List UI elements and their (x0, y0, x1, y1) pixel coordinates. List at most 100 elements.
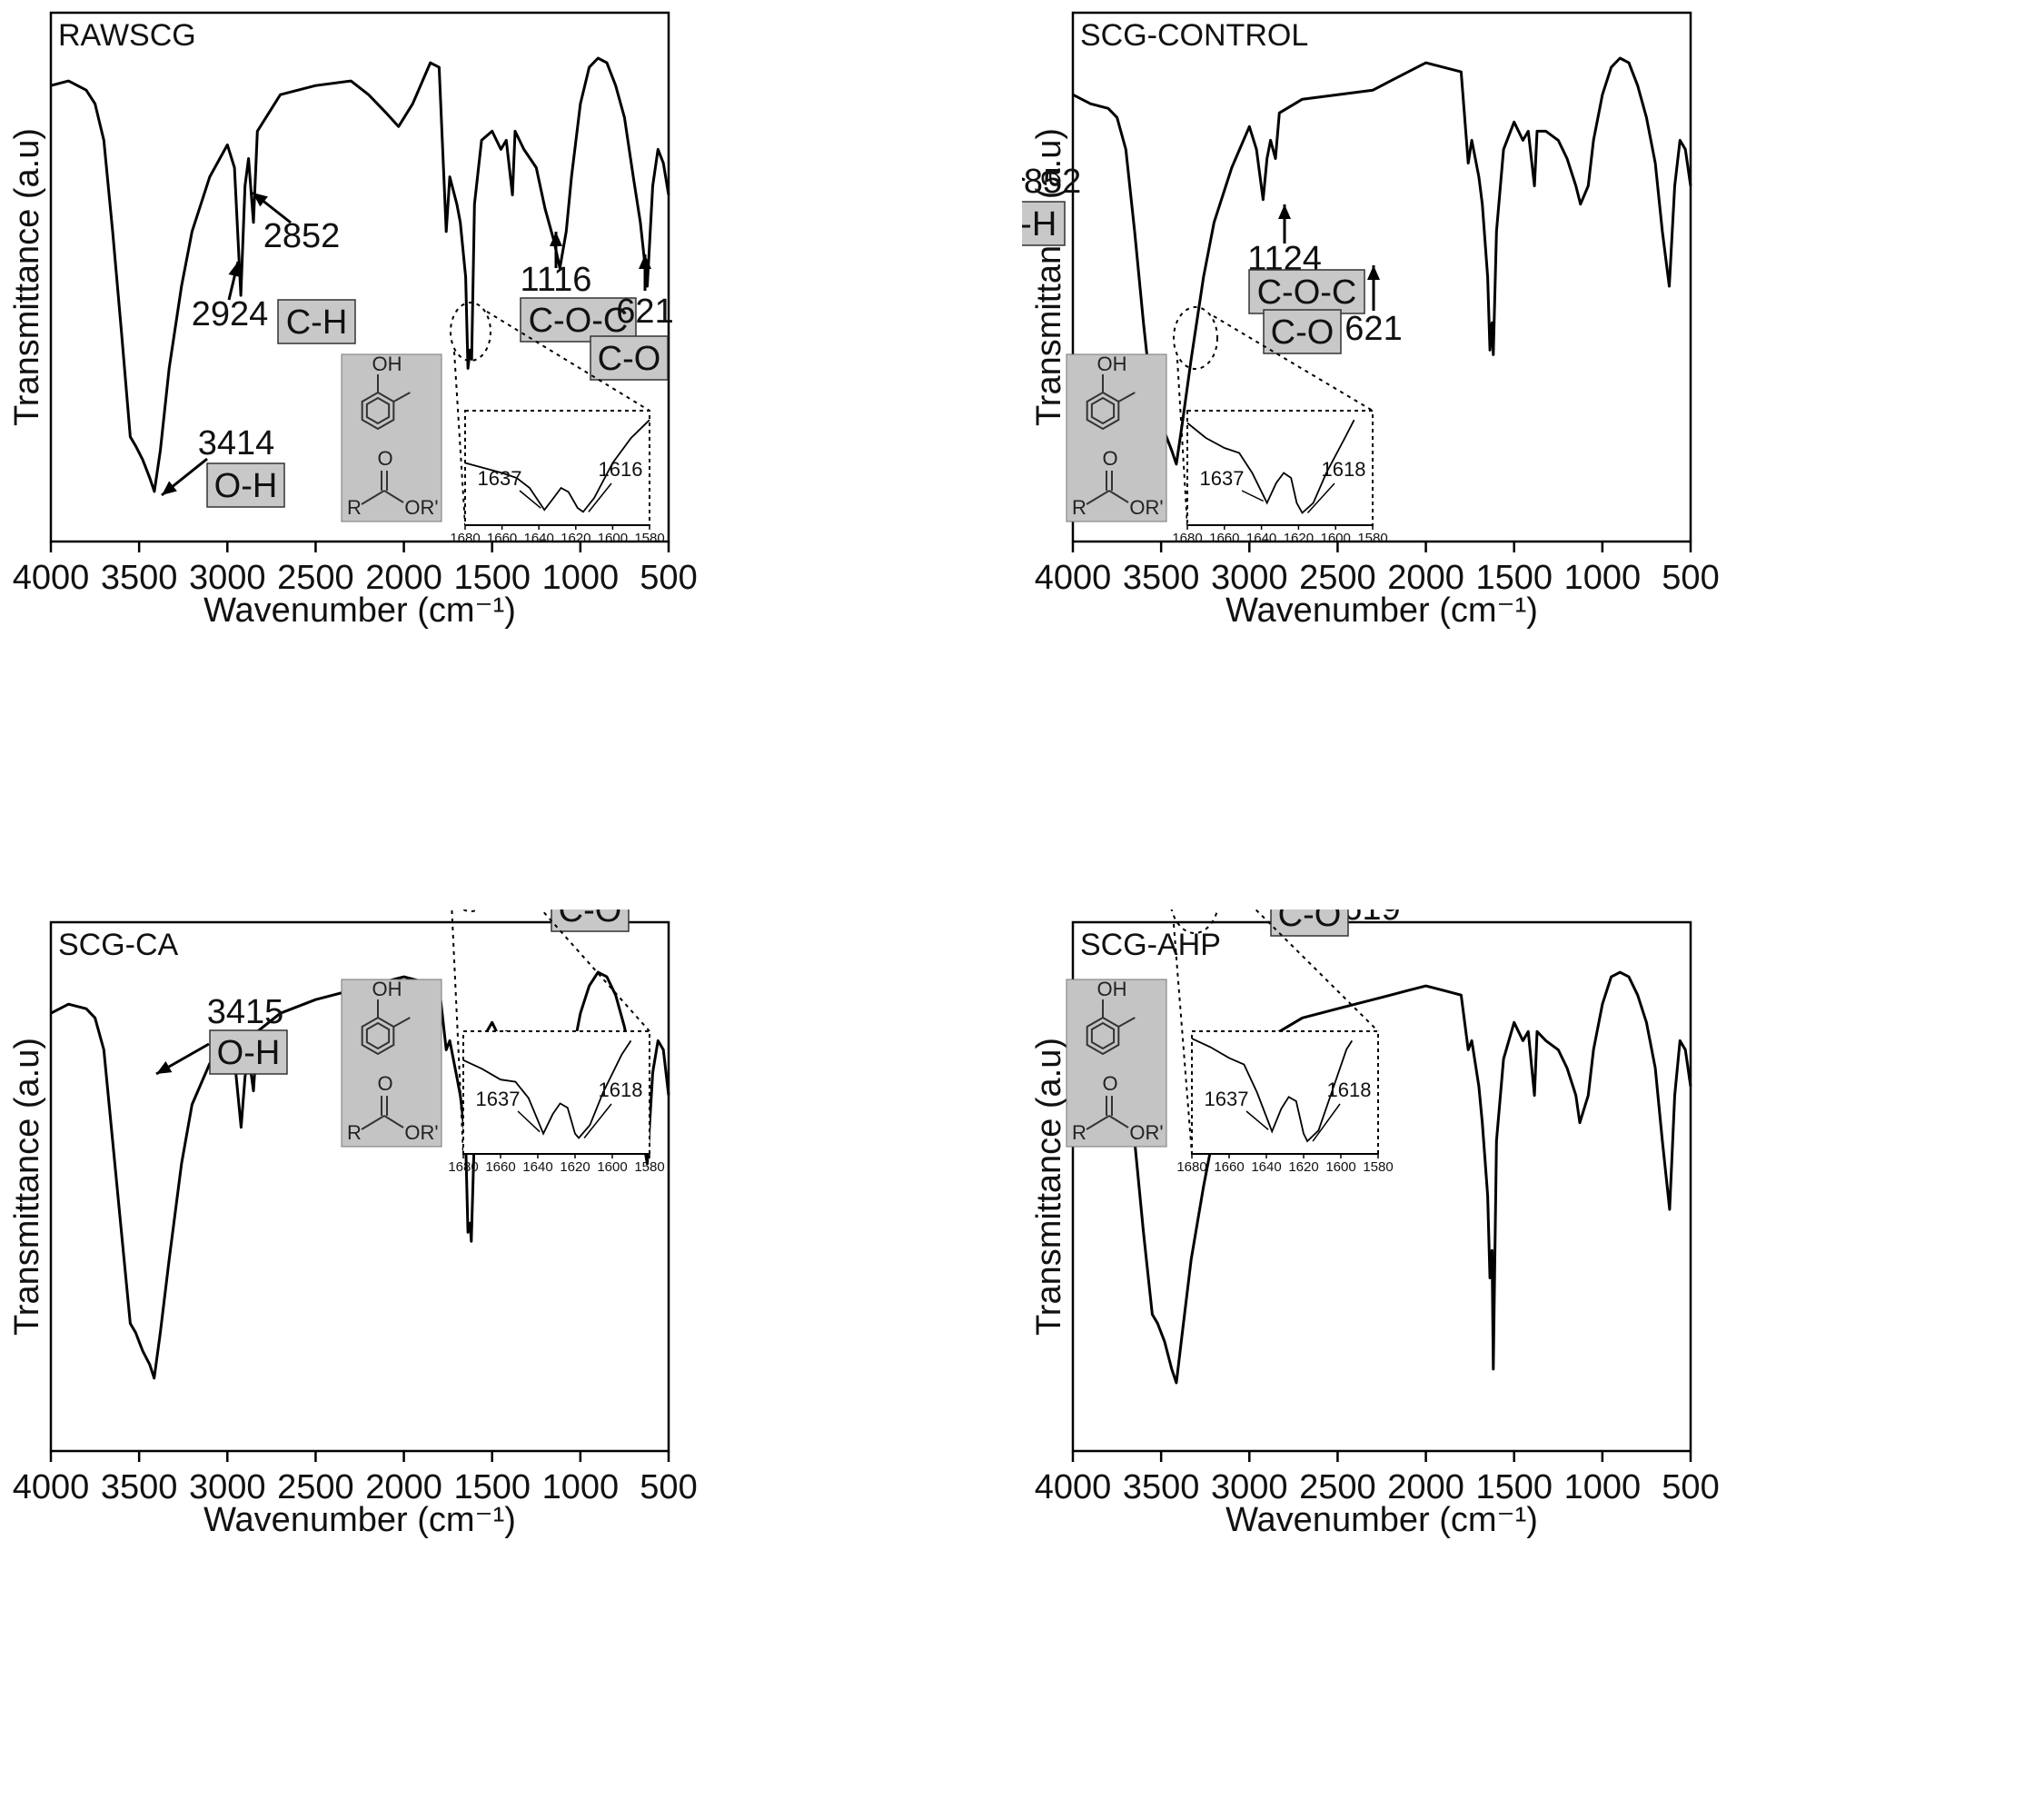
molecule-o-label: O (1102, 1072, 1117, 1095)
x-tick-label: 3500 (101, 559, 178, 597)
plot-frame (1071, 11, 1692, 543)
molecule-or-label: OR' (1129, 1121, 1163, 1144)
arrow-oh (161, 457, 208, 497)
group-label-oh: O-H (217, 1034, 281, 1072)
panel-title: RAWSCG (58, 18, 196, 53)
inset-arrow-b (1312, 1103, 1341, 1142)
ftir-chart: 4000 3500 3000 2500 2000 1500 1000 500 Wavenumbe… (8, 910, 698, 1539)
zoom-circle (1173, 306, 1218, 370)
group-label-co: C-O (1278, 910, 1342, 934)
x-tick-label: 4000 (13, 559, 90, 597)
group-label-co-group: C-O (551, 910, 630, 932)
inset-tick-label: 1680 (450, 531, 480, 546)
x-tick-label: 1000 (1564, 559, 1642, 597)
inset-peak-label-a: 1637 (1205, 1088, 1249, 1110)
molecule-oh-label: OH (372, 978, 402, 1000)
group-label-co-box (1263, 309, 1342, 354)
inset-arrow-b (588, 482, 612, 512)
inset-peak-label-b: 1616 (599, 458, 643, 481)
molecule-oh-label: OH (372, 353, 402, 375)
peak-label-oh: 3414 (198, 424, 275, 462)
x-tick-label: 1500 (1475, 559, 1553, 597)
structure-sketch: OH O R OR' (1066, 353, 1167, 522)
molecule-r-label: R (1072, 496, 1086, 519)
ftir-panel-scg-ca: 4000 3500 3000 2500 2000 1500 1000 500 Wavenumbe… (0, 910, 1022, 1819)
group-label-co: C-O (598, 340, 661, 378)
inset-tick-label: 1580 (1363, 1159, 1393, 1175)
zoom-connector-left (1173, 923, 1193, 1155)
y-axis-label: Transmittance (a.u) (1030, 1038, 1068, 1336)
molecule-o-label: O (1102, 447, 1117, 470)
group-label-ch: C-H (1022, 205, 1057, 244)
peak-label-co: 621 (1344, 310, 1402, 348)
molecule-r-label: R (347, 496, 362, 519)
x-tick-label: 3000 (1211, 1468, 1288, 1506)
x-tick-label: 1000 (542, 1468, 620, 1506)
plot-frame (1071, 920, 1692, 1453)
x-tick-label: 500 (1662, 559, 1719, 597)
inset-tick-label: 1680 (1176, 1159, 1206, 1175)
inset-tick-label: 1600 (598, 531, 628, 546)
plot-frame (49, 11, 670, 543)
inset-tick-label: 1680 (1172, 531, 1202, 546)
inset-zoom: 1680 1660 1640 1620 1600 1580 1637 1618 (1172, 410, 1388, 546)
molecule-oh-label: OH (1097, 353, 1127, 375)
spectrum-line (1072, 56, 1692, 466)
inset-arrow-b (1306, 482, 1335, 514)
inset-tick-label: 1660 (485, 1159, 515, 1175)
inset-arrow-b (583, 1103, 612, 1138)
peak-label-ch-b: 2852 (263, 217, 341, 255)
group-label-co-group: C-O (1263, 309, 1342, 354)
x-tick-label: 1000 (542, 559, 620, 597)
arrow-coc (550, 232, 562, 268)
zoom-connector-left (451, 910, 464, 1155)
y-axis-label: Transmittance (a.u) (8, 128, 46, 426)
structure-sketch: OH O R OR' (1066, 978, 1167, 1148)
group-label-ch-group: C-H (1022, 201, 1066, 246)
peak-label-oh: 3415 (207, 993, 284, 1031)
molecule-o-label: O (377, 1072, 392, 1095)
inset-tick-label: 1580 (1357, 531, 1387, 546)
spectrum-line (50, 56, 670, 493)
inset-tick-label: 1640 (524, 531, 554, 546)
inset-tick-label: 1580 (634, 1159, 664, 1175)
x-tick-label: 3500 (1123, 559, 1200, 597)
group-label-ch-box (277, 299, 356, 344)
molecule-r-label: R (347, 1121, 362, 1144)
inset-peak-label-a: 1637 (478, 467, 522, 490)
x-tick-label: 2500 (277, 559, 354, 597)
y-axis-label: Transmittance (a.u) (8, 1038, 46, 1336)
inset-tick-label: 1660 (1214, 1159, 1244, 1175)
x-tick-label: 3500 (1123, 1468, 1200, 1506)
inset-zoom: 1680 1660 1640 1620 1600 1580 1637 1616 (450, 410, 665, 546)
group-label-coc-group: C-O-C (520, 297, 637, 343)
x-tick-label: 1000 (1564, 1468, 1642, 1506)
inset-tick-label: 1640 (1246, 531, 1276, 546)
inset-arrow-a (1241, 490, 1265, 502)
group-label-oh-box (206, 462, 285, 508)
molecule-o-label: O (377, 447, 392, 470)
group-label-co: C-O (1271, 313, 1335, 352)
x-tick-label: 4000 (13, 1468, 90, 1506)
x-axis-label: Wavenumber (cm⁻¹) (203, 1501, 516, 1539)
zoom-connector-right (486, 311, 650, 412)
inset-spectrum-line (1191, 1038, 1354, 1143)
inset-tick-label: 1600 (1321, 531, 1351, 546)
x-tick-label: 3000 (189, 1468, 266, 1506)
inset-peak-label-b: 1618 (1322, 458, 1366, 481)
inset-tick-label: 1600 (1325, 1159, 1355, 1175)
inset-tick-label: 1620 (1284, 531, 1314, 546)
panel-title: SCG-CONTROL (1080, 18, 1308, 53)
structure-sketch: OH O R OR' (341, 978, 442, 1148)
spectrum-line (1072, 970, 1692, 1385)
x-tick-label: 2000 (365, 1468, 442, 1506)
inset-peak-label-b: 1618 (599, 1078, 643, 1101)
arrow-co (1367, 265, 1380, 311)
x-axis-label: Wavenumber (cm⁻¹) (203, 591, 516, 630)
group-label-coc-group: C-O-C (1248, 269, 1365, 314)
arrow-ch-a (227, 261, 242, 301)
molecule-box (341, 979, 442, 1148)
spectrum-line (50, 970, 670, 1380)
x-tick-label: 2000 (1387, 1468, 1464, 1506)
group-label-co-box (1270, 910, 1349, 937)
